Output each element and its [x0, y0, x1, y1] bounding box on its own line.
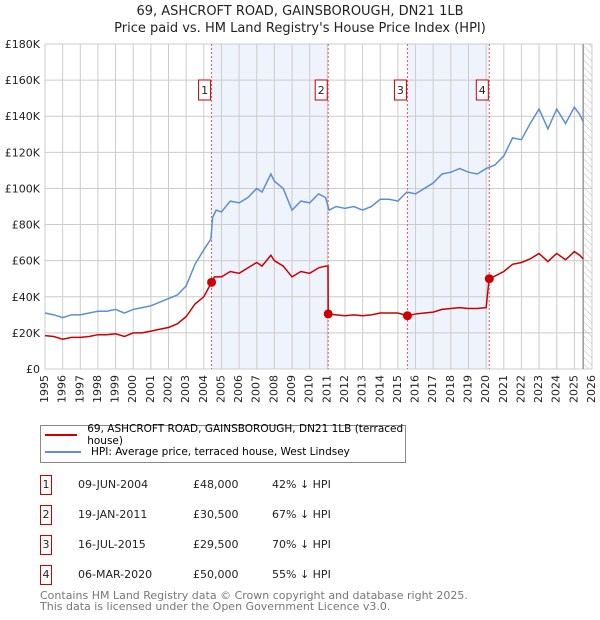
hpi-diff: 55% ↓ HPI — [272, 568, 331, 581]
y-tick-label: £120K — [5, 146, 41, 159]
x-tick-label: 2009 — [285, 375, 298, 403]
legend-swatch-price — [45, 434, 78, 436]
sale-point — [484, 274, 494, 284]
x-tick-label: 2018 — [444, 375, 457, 403]
x-tick-label: 2012 — [338, 375, 351, 403]
sale-point — [402, 311, 412, 321]
legend-item-hpi: HPI: Average price, terraced house, West… — [45, 444, 350, 460]
sale-label-box — [198, 79, 212, 101]
plot-area: 1995 1996 1997 1998 1999 2000 2001 2002 2003 2004… — [5, 38, 598, 403]
x-tick-label: 1997 — [73, 375, 86, 403]
sale-number-badge: 4 — [40, 565, 52, 585]
sale-label-box — [393, 79, 407, 101]
sale-period-shade — [211, 44, 329, 369]
y-tick-label: £160K — [5, 74, 41, 87]
sale-label-box — [475, 79, 489, 101]
x-tick-label: 2024 — [550, 375, 563, 403]
sale-label: 2 — [318, 84, 325, 97]
x-tick-label: 2013 — [356, 375, 369, 403]
x-tick-label: 2015 — [391, 375, 404, 403]
x-tick-label: 1999 — [109, 375, 122, 403]
hpi-diff: 42% ↓ HPI — [272, 478, 331, 491]
sale-period-shade — [407, 44, 490, 369]
x-tick-label: 2016 — [409, 375, 422, 403]
sale-label-box — [314, 79, 328, 101]
sale-number-badge: 1 — [40, 475, 52, 495]
legend-label-hpi: HPI: Average price, terraced house, West… — [91, 446, 350, 458]
y-tick-label: £20K — [12, 327, 41, 340]
x-tick-label: 2001 — [144, 375, 157, 403]
footer-line: Contains HM Land Registry data © Crown c… — [40, 589, 468, 602]
sale-label: 3 — [397, 84, 404, 97]
x-tick-label: 1998 — [91, 375, 104, 403]
x-tick-label: 2007 — [250, 375, 263, 403]
x-tick-label: 2020 — [479, 375, 492, 403]
sale-date: 06-MAR-2020 — [78, 568, 153, 581]
sale-label: 1 — [201, 84, 208, 97]
sale-number-badge: 3 — [40, 535, 52, 555]
y-tick-label: £0 — [26, 363, 40, 376]
y-tick-label: £180K — [5, 38, 41, 51]
x-tick-label: 2003 — [179, 375, 192, 403]
sale-number-badge: 2 — [40, 505, 52, 525]
y-tick-label: £100K — [5, 182, 41, 195]
sale-date: 16-JUL-2015 — [78, 538, 146, 551]
sale-price: £29,500 — [193, 538, 239, 551]
x-tick-label: 2023 — [532, 375, 545, 403]
x-tick-label: 2025 — [567, 375, 580, 403]
x-tick-label: 2004 — [197, 375, 210, 403]
x-tick-label: 2000 — [126, 375, 139, 403]
sale-price: £30,500 — [193, 508, 239, 521]
chart-title: 69, ASHCROFT ROAD, GAINSBOROUGH, DN21 1L… — [136, 4, 464, 19]
x-tick-label: 2014 — [373, 375, 386, 403]
x-tick-label: 2005 — [214, 375, 227, 403]
hpi-diff: 70% ↓ HPI — [272, 538, 331, 551]
sale-date: 09-JUN-2004 — [78, 478, 149, 491]
x-tick-label: 2008 — [267, 375, 280, 403]
x-tick-label: 2002 — [162, 375, 175, 403]
sale-price: £48,000 — [193, 478, 239, 491]
sale-date: 19-JAN-2011 — [78, 508, 148, 521]
x-tick-label: 1996 — [56, 375, 69, 403]
y-tick-label: £140K — [5, 110, 41, 123]
footer-line: This data is licensed under the Open Gov… — [40, 600, 391, 613]
x-tick-label: 2017 — [426, 375, 439, 403]
footer: Contains HM Land Registry data © Crown c… — [40, 590, 468, 612]
x-tick-label: 2006 — [232, 375, 245, 403]
y-tick-label: £40K — [12, 291, 41, 304]
x-tick-label: 2011 — [320, 375, 333, 403]
legend-item-price: 69, ASHCROFT ROAD, GAINSBOROUGH, DN21 1L… — [45, 423, 405, 447]
legend-label-price: 69, ASHCROFT ROAD, GAINSBOROUGH, DN21 1L… — [87, 423, 404, 447]
sale-point — [323, 309, 333, 319]
chart-subtitle: Price paid vs. HM Land Registry's House … — [114, 21, 486, 36]
x-tick-label: 2022 — [514, 375, 527, 403]
future-hatch — [583, 44, 592, 369]
y-tick-label: £60K — [12, 255, 41, 268]
hpi-diff: 67% ↓ HPI — [272, 508, 331, 521]
y-tick-label: £80K — [12, 219, 41, 232]
x-tick-label: 2021 — [497, 375, 510, 403]
hpi-line — [44, 105, 584, 319]
x-tick-label: 2010 — [303, 375, 316, 403]
legend-swatch-hpi — [45, 451, 81, 453]
x-tick-label: 1995 — [38, 375, 51, 403]
legend: 69, ASHCROFT ROAD, GAINSBOROUGH, DN21 1L… — [40, 423, 406, 463]
x-tick-label: 2026 — [585, 375, 598, 403]
x-tick-label: 2019 — [461, 375, 474, 403]
sale-label: 4 — [479, 84, 486, 97]
sale-point — [207, 277, 217, 287]
price-paid-line — [44, 250, 584, 340]
sale-price: £50,000 — [193, 568, 239, 581]
